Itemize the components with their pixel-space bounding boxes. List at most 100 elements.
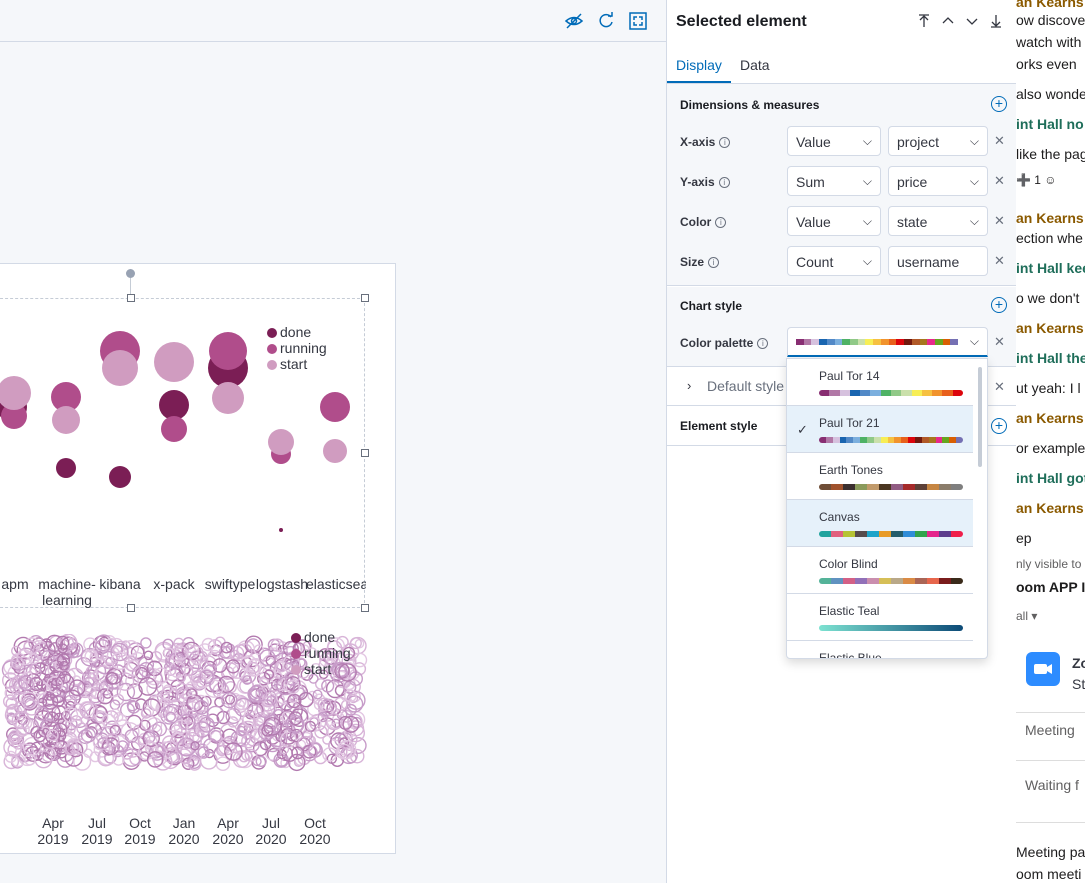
remove-color-icon[interactable]: ✕	[994, 213, 1005, 228]
color-swatch	[846, 437, 854, 443]
scatter-point	[40, 650, 55, 665]
color-swatch	[867, 578, 879, 584]
bubble-mark	[161, 416, 187, 442]
scatter-point	[216, 744, 228, 757]
color-swatch	[908, 437, 916, 443]
size-label: Size i	[680, 255, 720, 269]
color-agg-select[interactable]: Value ⌵	[787, 206, 881, 236]
scatter-point	[92, 635, 111, 654]
x-axis-field-select[interactable]: project ⌵	[888, 126, 988, 156]
remove-default-style-icon[interactable]: ✕	[994, 379, 1005, 394]
resize-handle-top[interactable]	[127, 294, 135, 302]
check-icon: ✓	[797, 422, 808, 437]
scatter-point	[276, 749, 287, 760]
send-to-back-icon[interactable]	[988, 13, 1004, 29]
add-element-style-icon[interactable]: +	[991, 418, 1007, 434]
fullscreen-icon[interactable]	[628, 11, 648, 31]
chat-line: orks even	[1016, 56, 1077, 72]
row-label-text: Color palette	[680, 336, 754, 350]
bring-forward-icon[interactable]	[940, 13, 956, 29]
palette-option[interactable]: Elastic Teal	[787, 594, 973, 641]
scatter-point	[22, 736, 42, 757]
color-field-select[interactable]: state ⌵	[888, 206, 988, 236]
scatter-point	[5, 697, 18, 710]
x-tick-label: Apr 2020	[212, 815, 244, 847]
resize-handle-top-right[interactable]	[361, 294, 369, 302]
color-swatch	[927, 531, 939, 537]
chat-line: int Hall got	[1016, 470, 1085, 486]
resize-handle-right[interactable]	[361, 449, 369, 457]
eye-closed-icon[interactable]	[564, 11, 584, 31]
scatter-point	[300, 644, 310, 654]
remove-y-axis-icon[interactable]: ✕	[994, 173, 1005, 188]
scatter-point	[116, 682, 136, 702]
x-axis-label: X-axis i	[680, 135, 731, 149]
rotate-handle[interactable]	[126, 269, 135, 278]
palette-option[interactable]: Color Blind	[787, 547, 973, 594]
add-dimension-icon[interactable]: +	[991, 96, 1007, 112]
resize-handle-bottom-right[interactable]	[361, 604, 369, 612]
scatter-point	[312, 689, 323, 700]
color-swatch	[879, 578, 891, 584]
scatter-point	[153, 667, 170, 684]
palette-option[interactable]: ✓ Paul Tor 21	[787, 406, 973, 453]
palette-option[interactable]: Canvas	[787, 500, 973, 547]
resize-handle-bottom[interactable]	[127, 604, 135, 612]
color-swatch	[879, 531, 891, 537]
dropdown-scrollbar[interactable]	[978, 367, 982, 467]
size-agg-select[interactable]: Count ⌵	[787, 246, 881, 276]
chevron-down-icon: ⌵	[969, 174, 979, 188]
bubble-mark	[159, 390, 189, 420]
scatter-point	[289, 728, 304, 743]
scatter-point	[3, 753, 20, 770]
send-backward-icon[interactable]	[964, 13, 980, 29]
legend-item-done: done	[267, 324, 311, 340]
size-field-select[interactable]: username	[888, 246, 988, 276]
chat-line: ut yeah: I l	[1016, 380, 1081, 396]
scatter-point	[65, 740, 80, 756]
tab-data[interactable]: Data	[740, 57, 770, 73]
y-axis-agg-select[interactable]: Sum ⌵	[787, 166, 881, 196]
palette-option[interactable]: Earth Tones	[787, 453, 973, 500]
legend-dot-done	[291, 633, 301, 644]
scatter-point	[65, 667, 85, 687]
tab-display[interactable]: Display	[676, 57, 722, 73]
add-chart-style-icon[interactable]: +	[991, 297, 1007, 313]
scatter-point	[231, 665, 246, 679]
bring-to-front-icon[interactable]	[916, 13, 932, 29]
scatter-point	[163, 647, 175, 659]
scatter-point	[162, 703, 183, 724]
scatter-point	[80, 727, 97, 743]
color-swatch	[843, 578, 855, 584]
scatter-point	[193, 700, 209, 715]
palette-option[interactable]: Elastic Blue	[787, 641, 973, 658]
color-swatch	[879, 484, 891, 490]
chart-card[interactable]: done running start apm machine- learning…	[0, 263, 396, 854]
palette-option[interactable]: Paul Tor 14	[787, 359, 973, 406]
color-swatch	[831, 578, 843, 584]
y-axis-field-select[interactable]: price ⌵	[888, 166, 988, 196]
color-swatch	[839, 437, 847, 443]
scatter-point	[4, 750, 17, 763]
color-swatch	[927, 339, 935, 345]
color-palette-select[interactable]: ⌵	[787, 327, 988, 357]
remove-palette-icon[interactable]: ✕	[994, 334, 1005, 349]
palette-dropdown[interactable]: Paul Tor 14 ✓ Paul Tor 21 Earth Tones Canvas…	[786, 358, 988, 659]
x-axis-agg-select[interactable]: Value ⌵	[787, 126, 881, 156]
bubble-mark	[56, 458, 76, 478]
color-swatch	[843, 484, 855, 490]
bubble-mark	[320, 392, 350, 422]
canvas-toolbar	[0, 0, 666, 42]
chat-line: Waiting f	[1025, 777, 1079, 793]
color-swatch	[921, 437, 929, 443]
chat-line: an Kearns	[1016, 320, 1084, 336]
chat-line: ow discove	[1016, 12, 1085, 28]
color-swatch	[951, 578, 963, 584]
remove-size-icon[interactable]: ✕	[994, 253, 1005, 268]
color-swatch	[951, 484, 963, 490]
remove-x-axis-icon[interactable]: ✕	[994, 133, 1005, 148]
scatter-point	[195, 719, 209, 734]
reaction-badge[interactable]: ➕ 1 ☺	[1016, 173, 1057, 187]
chat-line: Meeting	[1025, 722, 1075, 738]
refresh-icon[interactable]	[596, 11, 616, 31]
